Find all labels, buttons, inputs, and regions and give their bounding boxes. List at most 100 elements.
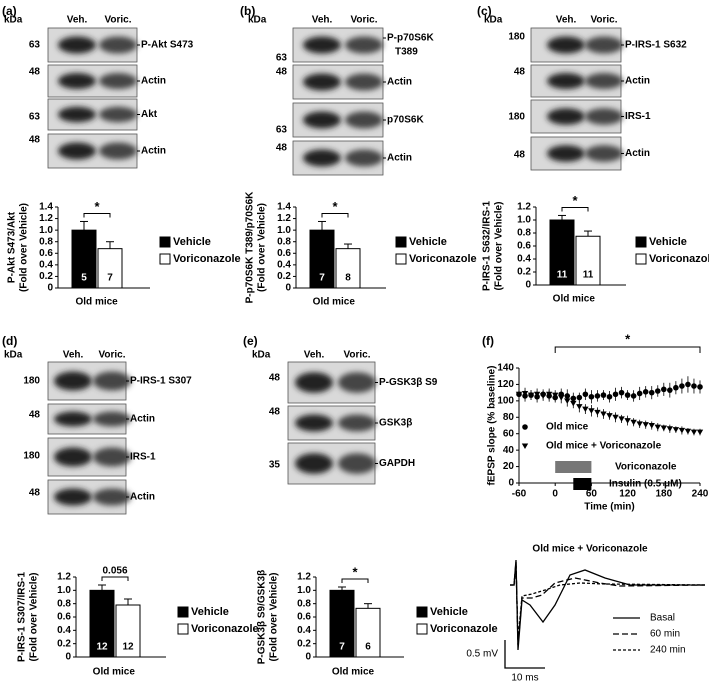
x-tick-label: 120 [619,489,636,500]
protein-label: P-IRS-1 S632 [625,40,687,51]
bar [71,229,97,289]
blot-band [99,73,137,89]
y-axis-label: P-p70S6K T389/p70S6K [245,191,256,303]
y-axis-label: (Fold over Vehicle) [269,573,280,662]
trace-legend-label: 60 min [650,629,680,640]
x-tick-label: 0 [552,489,558,500]
protein-label: P-GSK3β S9 [379,377,438,388]
protein-label: Akt [141,109,158,120]
bar [335,248,361,289]
marker [564,398,571,404]
significance-bracket [554,346,701,353]
y-tick-label: 1.0 [277,225,291,236]
blot-band [338,453,376,474]
n-label: 5 [81,273,87,284]
mw-label: 48 [29,410,41,421]
y-tick-label: 0.6 [277,248,291,259]
lane-label: Veh. [556,15,577,26]
marker [696,429,704,436]
y-tick-label: 0.2 [277,271,291,282]
y-axis-label: fEPSP slope (% baseline) [487,366,498,486]
blot-band [93,447,131,467]
x-axis-label: Old mice [76,297,119,308]
y-axis-label: (Fold over Vehicle) [257,203,268,292]
y-tick-label: 0.2 [39,271,53,282]
legend-swatch [177,606,189,618]
blot-band [345,36,383,54]
n-label: 12 [96,642,108,653]
bar [309,229,335,289]
y-tick-label: 0 [285,283,291,294]
y-tick-label: 0.8 [517,228,531,239]
y-axis-label: (Fold over Vehicle) [19,203,30,292]
protein-label: Actin [141,146,166,157]
marker [515,391,523,398]
marker [600,392,607,398]
marker [624,392,631,398]
blot-band [58,106,96,123]
y-axis-label: (Fold over Vehicle) [29,573,40,662]
y-tick-label: 80 [503,412,515,423]
x-tick-label: 180 [655,489,672,500]
mw-label: 63 [29,112,41,123]
legend-label: Old mice [546,422,589,433]
protein-label: Actin [130,414,155,425]
blot-band [338,372,376,393]
blot-band [58,73,96,89]
y-tick-label: 1.2 [277,213,291,224]
protein-label: GAPDH [379,458,415,469]
y-tick-label: 0.6 [39,248,53,259]
y-tick-label: 0.8 [39,236,53,247]
protein-label: P-Akt S473 [141,40,194,51]
mw-label: 48 [29,67,41,78]
legend-swatch [416,623,428,635]
marker [697,384,703,390]
y-tick-label: 0.8 [277,236,291,247]
n-label: 7 [339,642,345,653]
bar [355,607,381,658]
mw-label: 48 [269,373,281,384]
blot-band [303,111,341,129]
blot-band [585,73,623,89]
y-tick-label: 1.0 [57,585,71,596]
x-tick-label: 60 [586,489,598,500]
lane-label: Veh. [304,350,325,361]
mw-label: 48 [276,143,288,154]
significance-bracket [321,212,349,218]
y-tick-label: 60 [503,428,515,439]
legend-label: Vehicle [191,606,229,618]
kda-label: kDa [4,350,23,361]
y-axis-label: P-GSK3β S9/GSK3β [257,570,268,664]
scale-x-label: 10 ms [511,673,538,684]
blot-band [54,371,92,391]
marker [588,393,595,400]
blot-band [585,36,623,54]
y-tick-label: 0 [47,283,53,294]
marker [672,427,680,433]
significance-label: * [352,564,358,579]
blot-band [345,111,383,129]
legend-label: Voriconazole [191,623,259,635]
mw-label: 48 [29,135,41,146]
mw-label: 180 [508,32,525,43]
blot-band [295,453,333,474]
treatment-bar [573,478,592,490]
y-tick-label: 0 [305,652,311,663]
marker [684,428,692,435]
y-tick-label: 0.4 [57,625,71,636]
blot-band [295,372,333,393]
marker [618,389,625,396]
marker [678,427,686,434]
marker [582,406,589,413]
lane-label: Veh. [63,350,84,361]
protein-label: P-IRS-1 S307 [130,376,192,387]
blot-band [547,108,585,125]
bar [89,589,115,658]
mw-label: 180 [23,376,40,387]
blot-band [58,142,96,160]
blot-band [303,36,341,54]
marker [527,392,535,399]
protein-label: IRS-1 [130,452,156,463]
mw-label: 63 [276,125,288,136]
